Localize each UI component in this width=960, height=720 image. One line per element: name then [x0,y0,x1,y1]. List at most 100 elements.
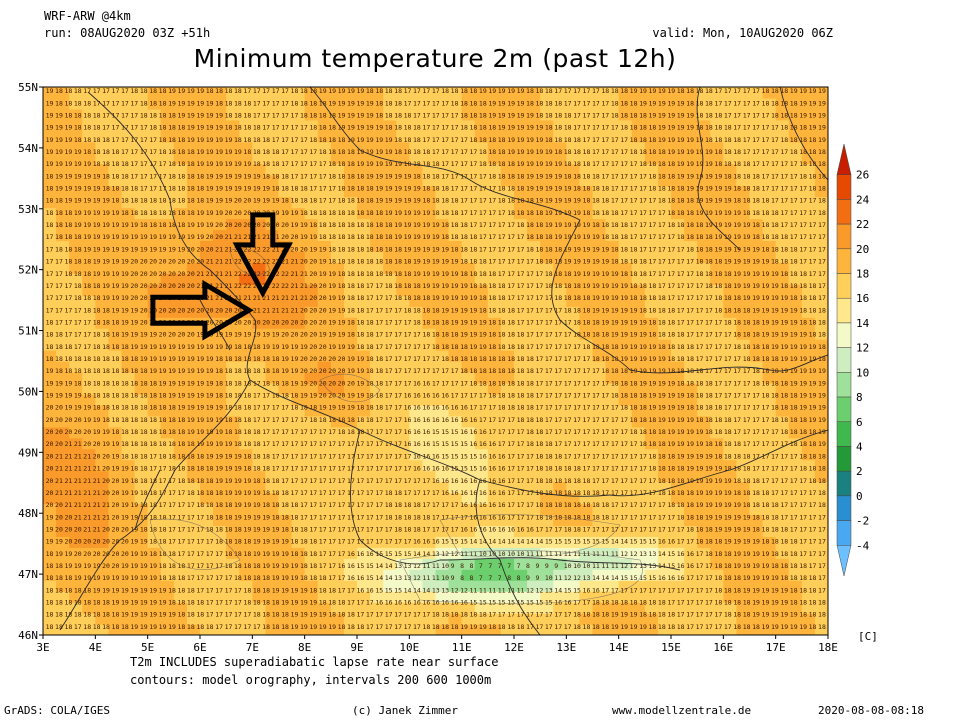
field-cell [409,284,424,296]
grid-value: 17 [554,623,562,631]
grid-value: 7 [507,562,511,570]
field-cell [775,569,790,581]
field-cell [200,196,214,209]
field-cell [749,602,764,614]
grid-value: 18 [168,452,176,460]
field-cell [618,273,633,285]
grid-value: 18 [338,599,346,607]
grid-value: 13 [545,586,553,594]
field-cell [82,415,96,428]
field-cell [657,196,672,209]
field-cell [657,536,672,548]
field-cell [396,350,410,362]
field-cell [684,569,698,581]
field-cell [671,437,685,450]
field-cell [317,536,332,548]
grid-value: 18 [291,538,299,546]
field-cell [671,207,685,220]
field-cell [592,481,607,494]
field-cell [710,229,724,242]
grid-value: 17 [74,623,82,631]
grid-value: 19 [733,562,741,570]
field-cell [461,448,476,461]
field-cell [710,602,724,614]
field-cell [409,262,424,274]
field-cell [527,87,541,88]
field-cell [383,251,397,263]
field-cell [357,525,371,537]
field-cell [291,613,306,625]
field-cell [435,328,450,340]
grid-value: 11 [554,574,562,582]
field-cell [697,196,711,209]
grid-value: 19 [356,367,364,375]
field-cell [226,87,240,88]
field-cell [527,284,541,296]
grid-value: 19 [112,440,120,448]
field-cell [697,437,711,450]
field-cell [186,262,201,274]
grid-value: 16 [470,525,478,533]
field-cell [330,196,345,209]
field-cell [579,547,594,559]
field-cell [566,185,581,198]
grid-value: 17 [338,550,346,558]
grid-value: 18 [102,392,110,400]
grid-value: 19 [291,562,299,570]
field-cell [409,295,424,307]
field-cell [801,481,816,494]
grid-value: 7 [517,562,521,570]
grid-value: 19 [168,379,176,387]
field-cell [461,415,476,428]
field-cell [134,229,149,242]
field-cell [487,185,502,198]
field-cell [82,393,96,406]
field-cell [330,525,345,537]
grid-value: 16 [498,477,506,485]
grid-value: 19 [112,452,120,460]
field-cell [487,602,502,614]
grid-value: 21 [55,452,63,460]
grid-value: 18 [319,599,327,607]
grid-value: 18 [272,355,280,363]
field-cell [56,415,70,428]
field-cell [56,470,70,483]
map-title: Minimum temperature 2m (past 12h) [193,44,677,73]
field-cell [134,350,149,362]
field-cell [749,251,764,263]
field-cell [631,361,646,373]
field-cell [252,481,267,494]
field-cell [121,624,136,635]
field-cell [435,448,450,461]
field-cell [474,87,489,88]
field-cell [788,591,803,603]
field-cell [160,459,175,472]
field-cell [631,525,646,537]
grid-value: 18 [422,623,430,631]
field-cell [186,306,201,318]
grid-value: 17 [328,477,336,485]
field-cell [278,514,293,526]
field-cell [357,382,371,395]
field-cell [409,196,424,209]
field-cell [160,339,175,351]
grid-value: 16 [422,538,430,546]
field-cell [422,569,437,581]
field-cell [95,339,110,351]
field-cell [736,547,751,559]
grid-value: 19 [234,452,242,460]
grid-value: 19 [677,416,685,424]
grid-value: 15 [592,538,600,546]
field-cell [396,624,410,635]
field-cell [43,174,57,187]
grid-value: 18 [121,623,129,631]
field-cell [108,251,123,263]
field-cell [500,361,515,373]
field-cell [370,295,384,307]
field-cell [657,481,672,494]
grid-value: 17 [620,501,628,509]
field-cell [775,558,790,570]
grid-value: 17 [262,416,270,424]
field-cell [762,525,777,537]
field-cell [43,207,57,220]
